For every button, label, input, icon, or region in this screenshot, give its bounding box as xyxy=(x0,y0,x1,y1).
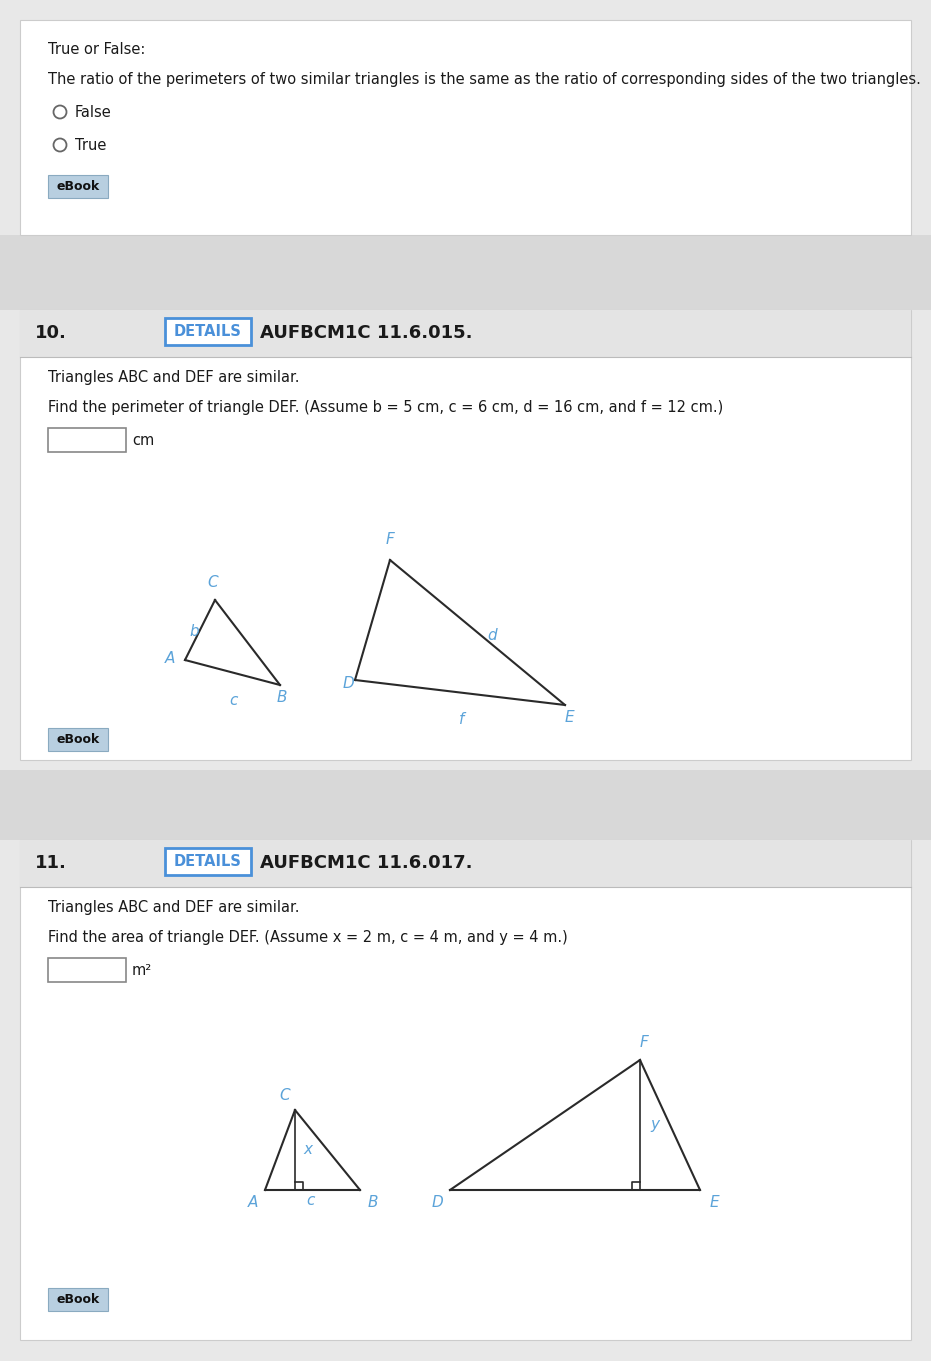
FancyBboxPatch shape xyxy=(48,728,108,751)
Text: D: D xyxy=(431,1195,443,1210)
Text: 10.: 10. xyxy=(35,324,67,342)
Text: 11.: 11. xyxy=(35,853,67,872)
Text: Find the area of triangle DEF. (Assume x = 2 m, c = 4 m, and y = 4 m.): Find the area of triangle DEF. (Assume x… xyxy=(48,930,568,945)
Text: eBook: eBook xyxy=(57,180,100,193)
FancyBboxPatch shape xyxy=(20,20,911,235)
Text: DETAILS: DETAILS xyxy=(174,853,242,870)
Text: Triangles ABC and DEF are similar.: Triangles ABC and DEF are similar. xyxy=(48,370,300,385)
FancyBboxPatch shape xyxy=(165,318,251,344)
Text: x: x xyxy=(303,1142,312,1157)
FancyBboxPatch shape xyxy=(48,1288,108,1311)
Text: D: D xyxy=(342,675,354,690)
Text: A: A xyxy=(165,651,175,666)
Text: True or False:: True or False: xyxy=(48,42,145,57)
Text: C: C xyxy=(279,1087,290,1102)
Text: y: y xyxy=(650,1117,659,1132)
Text: d: d xyxy=(487,627,497,642)
Text: c: c xyxy=(305,1194,314,1209)
Text: eBook: eBook xyxy=(57,734,100,746)
Text: AUFBCM1C 11.6.017.: AUFBCM1C 11.6.017. xyxy=(260,853,473,872)
Text: DETAILS: DETAILS xyxy=(174,324,242,339)
FancyBboxPatch shape xyxy=(20,840,911,887)
FancyBboxPatch shape xyxy=(20,310,911,357)
Text: C: C xyxy=(208,574,218,591)
Text: c: c xyxy=(229,693,237,708)
Text: A: A xyxy=(248,1195,258,1210)
Text: cm: cm xyxy=(132,433,155,448)
Text: Find the perimeter of triangle DEF. (Assume b = 5 cm, c = 6 cm, d = 16 cm, and f: Find the perimeter of triangle DEF. (Ass… xyxy=(48,400,723,415)
Text: False: False xyxy=(75,105,112,120)
Text: True: True xyxy=(75,137,106,152)
Text: f: f xyxy=(459,712,465,727)
Text: E: E xyxy=(709,1195,719,1210)
Text: b: b xyxy=(189,623,199,638)
FancyBboxPatch shape xyxy=(48,958,126,983)
Text: F: F xyxy=(640,1034,648,1049)
FancyBboxPatch shape xyxy=(20,840,911,1341)
FancyBboxPatch shape xyxy=(48,427,126,452)
Text: B: B xyxy=(368,1195,378,1210)
Text: m²: m² xyxy=(132,962,153,977)
Text: F: F xyxy=(385,532,395,547)
Text: The ratio of the perimeters of two similar triangles is the same as the ratio of: The ratio of the perimeters of two simil… xyxy=(48,72,921,87)
FancyBboxPatch shape xyxy=(20,310,911,759)
Text: AUFBCM1C 11.6.015.: AUFBCM1C 11.6.015. xyxy=(260,324,473,342)
Text: Triangles ABC and DEF are similar.: Triangles ABC and DEF are similar. xyxy=(48,900,300,915)
FancyBboxPatch shape xyxy=(48,176,108,197)
FancyBboxPatch shape xyxy=(165,848,251,875)
Text: B: B xyxy=(277,690,288,705)
FancyBboxPatch shape xyxy=(0,770,931,840)
Text: eBook: eBook xyxy=(57,1293,100,1307)
Text: E: E xyxy=(564,710,573,725)
FancyBboxPatch shape xyxy=(0,235,931,310)
